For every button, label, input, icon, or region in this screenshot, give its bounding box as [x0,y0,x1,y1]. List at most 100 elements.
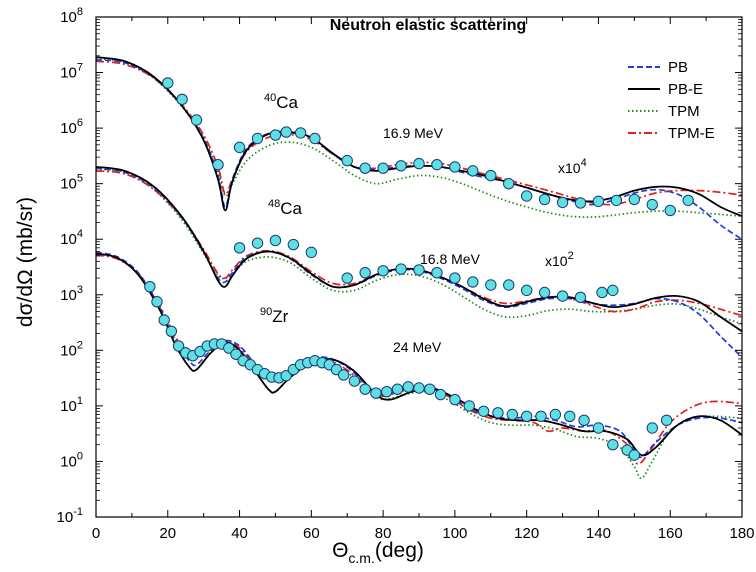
data-point-90Zr [158,314,170,326]
data-point-90Zr [223,342,235,354]
data-point-48Ca [287,238,300,251]
legend-label-TPM: TPM [668,103,700,120]
data-point-90Zr [535,410,547,422]
energy-ca48: 16.8 MeV [420,251,481,267]
data-point-40Ca [280,126,292,138]
data-point-90Zr [463,400,475,412]
x-axis-label: Θc.m.(deg) [332,539,424,566]
data-point-40Ca [556,196,569,209]
data-point-40Ca [269,129,282,141]
data-point-90Zr [660,414,673,427]
plot-points [144,77,694,461]
scale-ca48: x102 [545,250,574,269]
data-point-90Zr [646,422,658,434]
x-tick-label: 20 [159,525,176,542]
data-point-48Ca [467,276,479,288]
legend-label-PB: PB [668,59,688,76]
data-point-40Ca [449,161,461,173]
data-point-40Ca [190,114,203,126]
data-point-90Zr [151,296,163,308]
data-point-90Zr [413,382,425,394]
data-point-40Ca [485,169,497,182]
data-point-48Ca [503,279,515,291]
y-tick-label: 107 [60,62,83,82]
data-point-40Ca [467,165,479,177]
data-point-90Zr [230,348,242,360]
x-tick-label: 80 [375,525,392,542]
y-tick-label: 100 [60,450,83,470]
data-point-90Zr [628,449,641,461]
data-point-40Ca [162,77,174,89]
x-tick-label: 140 [586,525,611,542]
data-point-90Zr [592,422,605,434]
data-point-40Ca [395,160,407,172]
x-tick-label: 160 [658,525,683,542]
data-point-40Ca [646,198,658,211]
data-point-90Zr [391,383,404,395]
y-axis-ticks: 10-1 100 101 102 103 104 105 106 107 108 [57,6,742,526]
curve-40Ca-PB-E [95,56,743,218]
data-point-40Ca [628,193,641,206]
label-zr90: 90Zr [260,306,289,326]
data-point-48Ca [233,242,246,254]
data-point-40Ca [664,204,676,217]
y-tick-label: 104 [60,228,83,248]
y-tick-label: 105 [60,173,83,193]
data-point-90Zr [520,410,533,422]
x-tick-label: 60 [303,525,320,542]
data-point-90Zr [578,414,590,427]
data-point-90Zr [172,340,185,352]
scale-ca40: x104 [558,157,587,176]
data-point-90Zr [449,393,461,406]
legend-label-PB-E: PB-E [668,81,703,98]
data-point-48Ca [377,265,389,277]
y-tick-label: 108 [60,6,83,26]
data-point-90Zr [424,383,436,395]
data-point-48Ca [341,272,353,284]
data-point-48Ca [413,264,425,276]
y-tick-label: 101 [60,395,83,415]
label-ca48: 48Ca [268,198,303,218]
data-point-90Zr [359,383,371,395]
data-point-40Ca [520,190,533,202]
data-point-48Ca [431,266,443,279]
data-point-40Ca [294,127,307,139]
data-point-90Zr [506,408,519,421]
y-tick-label: 106 [60,117,83,137]
data-point-90Zr [370,387,382,399]
data-point-40Ca [251,132,264,145]
energy-ca40: 16.9 MeV [383,125,444,141]
data-point-90Zr [549,408,562,421]
data-point-90Zr [564,410,576,422]
data-point-90Zr [280,369,292,382]
data-point-40Ca [574,197,587,209]
data-point-48Ca [520,284,533,297]
legend: PB PB-E TPM TPM-E [628,59,715,142]
data-point-48Ca [359,266,371,279]
data-point-48Ca [269,234,282,247]
data-point-48Ca [485,279,497,291]
energy-zr90: 24 MeV [393,339,442,355]
data-point-40Ca [377,162,389,174]
y-axis-label: dσ/dΩ (mb/sr) [14,197,37,327]
data-point-40Ca [413,157,425,170]
data-point-90Zr [144,280,156,293]
y-tick-label: 102 [60,339,83,359]
data-point-90Zr [381,386,393,398]
x-tick-label: 120 [514,525,539,542]
data-point-90Zr [434,388,447,401]
legend-label-TPM-E: TPM-E [668,125,715,142]
chart-title: Neutron elastic scattering [330,17,527,34]
data-point-48Ca [538,286,551,299]
data-point-40Ca [212,158,224,171]
data-point-90Zr [337,369,350,381]
data-point-40Ca [682,194,694,207]
data-point-40Ca [359,162,371,174]
data-point-48Ca [556,290,569,302]
y-tick-label: 103 [60,284,83,304]
data-point-48Ca [305,246,318,259]
x-tick-label: 180 [729,525,754,542]
data-point-90Zr [492,407,504,419]
